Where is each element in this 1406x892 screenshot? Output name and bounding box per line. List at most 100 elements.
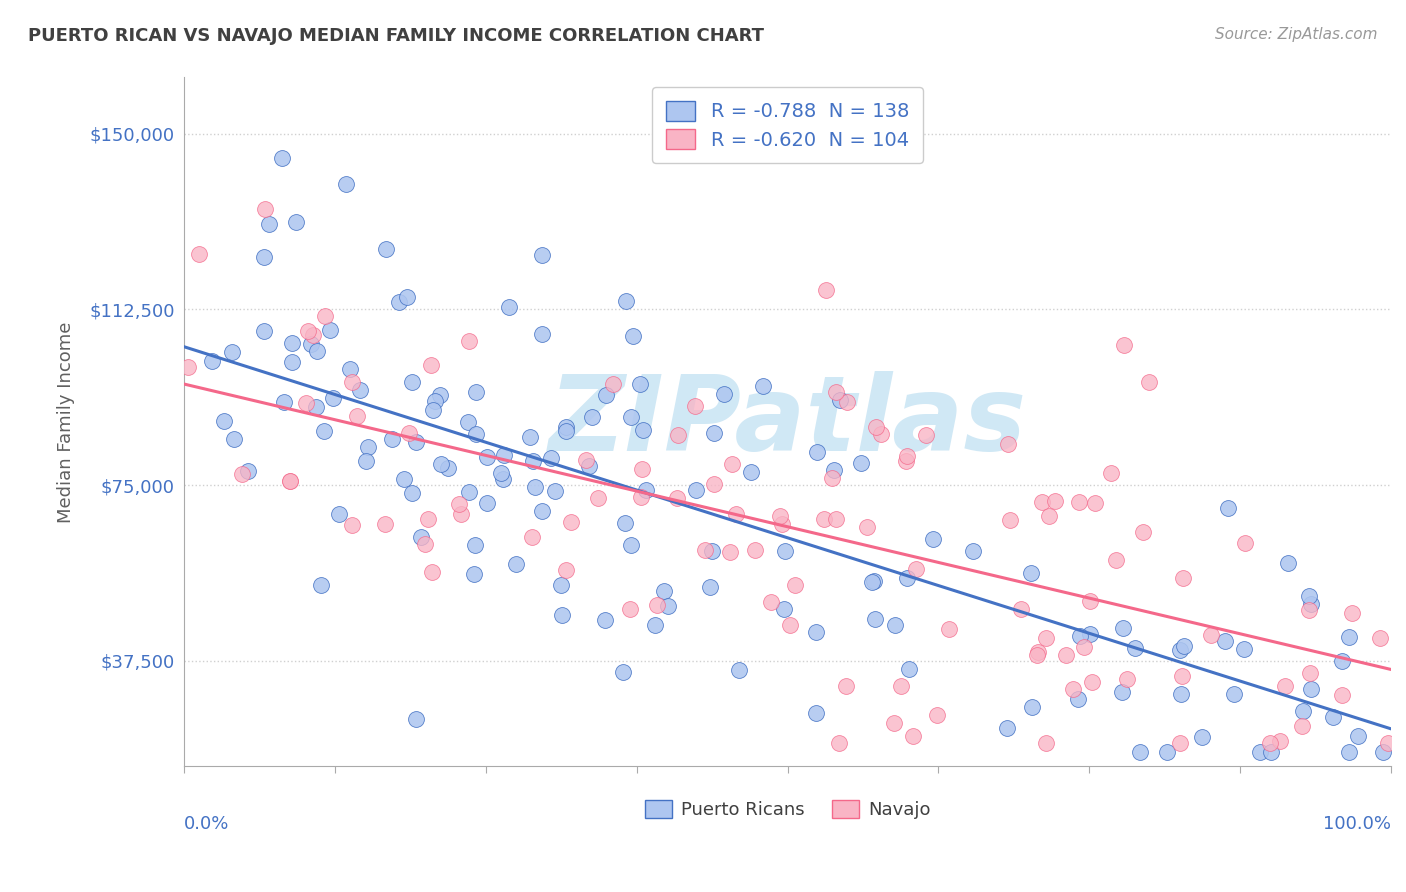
Point bbox=[863, 612, 886, 626]
Point bbox=[176, 359, 198, 374]
Point bbox=[593, 613, 616, 627]
Point bbox=[236, 464, 259, 478]
Point bbox=[685, 483, 707, 497]
Point bbox=[1156, 745, 1178, 759]
Point bbox=[423, 393, 446, 408]
Point bbox=[806, 445, 828, 459]
Point bbox=[1249, 745, 1271, 759]
Point bbox=[863, 574, 886, 588]
Point bbox=[1233, 641, 1256, 656]
Point bbox=[491, 472, 513, 486]
Point bbox=[349, 383, 371, 397]
Point bbox=[1233, 536, 1256, 550]
Legend: Puerto Ricans, Navajo: Puerto Ricans, Navajo bbox=[638, 792, 938, 826]
Point bbox=[744, 543, 766, 558]
Point bbox=[374, 243, 396, 257]
Point bbox=[340, 375, 363, 389]
Point bbox=[1322, 710, 1344, 724]
Point bbox=[1341, 606, 1364, 620]
Point bbox=[586, 491, 609, 505]
Point bbox=[865, 419, 887, 434]
Point bbox=[523, 480, 546, 494]
Point bbox=[849, 456, 872, 470]
Point bbox=[620, 537, 643, 551]
Point bbox=[1170, 643, 1192, 657]
Point bbox=[644, 617, 666, 632]
Point bbox=[883, 716, 905, 731]
Point bbox=[883, 617, 905, 632]
Point bbox=[666, 491, 689, 505]
Point bbox=[693, 542, 716, 557]
Point bbox=[1019, 566, 1042, 580]
Point bbox=[1084, 496, 1107, 510]
Point bbox=[398, 425, 420, 440]
Point bbox=[447, 497, 470, 511]
Point bbox=[305, 401, 328, 415]
Point bbox=[222, 432, 245, 446]
Point bbox=[1123, 641, 1146, 656]
Point bbox=[405, 712, 427, 726]
Point bbox=[457, 334, 479, 349]
Point bbox=[1268, 733, 1291, 747]
Point bbox=[522, 453, 544, 467]
Point bbox=[302, 327, 325, 342]
Point bbox=[823, 463, 845, 477]
Point bbox=[401, 486, 423, 500]
Point bbox=[1038, 508, 1060, 523]
Point bbox=[322, 391, 344, 405]
Point bbox=[1330, 688, 1353, 702]
Point bbox=[401, 376, 423, 390]
Point bbox=[703, 425, 725, 440]
Point bbox=[1372, 745, 1395, 759]
Point bbox=[477, 450, 499, 464]
Point bbox=[915, 428, 938, 442]
Point bbox=[1069, 629, 1091, 643]
Point bbox=[278, 474, 301, 488]
Point bbox=[1112, 338, 1135, 352]
Point bbox=[212, 414, 235, 428]
Point bbox=[257, 217, 280, 231]
Point bbox=[628, 377, 651, 392]
Point bbox=[346, 409, 368, 424]
Point bbox=[835, 394, 858, 409]
Point bbox=[554, 563, 576, 577]
Point bbox=[1173, 571, 1195, 585]
Point bbox=[374, 516, 396, 531]
Point bbox=[1062, 681, 1084, 696]
Point bbox=[295, 395, 318, 409]
Point bbox=[429, 457, 451, 471]
Point bbox=[339, 361, 361, 376]
Point bbox=[270, 151, 292, 165]
Point bbox=[1035, 736, 1057, 750]
Point bbox=[962, 543, 984, 558]
Point bbox=[1000, 513, 1022, 527]
Point bbox=[922, 532, 945, 546]
Point bbox=[1043, 494, 1066, 508]
Point bbox=[457, 415, 479, 429]
Point bbox=[1191, 730, 1213, 744]
Point bbox=[614, 294, 637, 309]
Point bbox=[1111, 685, 1133, 699]
Point bbox=[575, 453, 598, 467]
Point bbox=[828, 736, 851, 750]
Point bbox=[305, 344, 328, 359]
Point bbox=[813, 512, 835, 526]
Point bbox=[530, 326, 553, 341]
Point bbox=[703, 476, 725, 491]
Point bbox=[1105, 553, 1128, 567]
Point bbox=[489, 466, 512, 480]
Point bbox=[1066, 692, 1088, 706]
Point bbox=[420, 358, 443, 372]
Point bbox=[1216, 501, 1239, 516]
Text: 0.0%: 0.0% bbox=[184, 814, 229, 832]
Point bbox=[231, 467, 253, 482]
Point bbox=[380, 432, 402, 446]
Point bbox=[824, 512, 846, 526]
Point bbox=[1054, 648, 1077, 663]
Point bbox=[1021, 699, 1043, 714]
Point bbox=[1199, 627, 1222, 641]
Point bbox=[855, 520, 877, 534]
Point bbox=[927, 707, 949, 722]
Point bbox=[420, 565, 443, 579]
Point bbox=[897, 662, 920, 676]
